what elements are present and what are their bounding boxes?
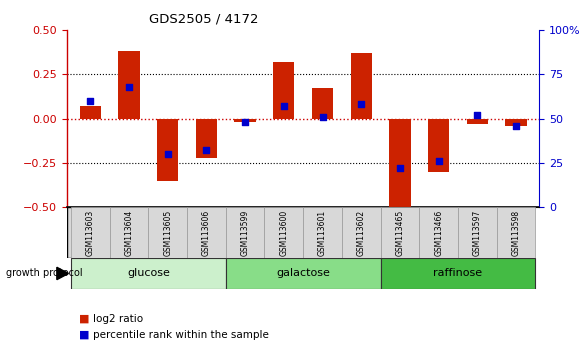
Bar	[389, 119, 410, 211]
Point	[163, 151, 173, 157]
Point	[240, 119, 250, 125]
Bar	[148, 207, 187, 258]
Text: GSM113465: GSM113465	[395, 210, 405, 256]
Point	[124, 84, 134, 90]
Bar	[350, 53, 372, 119]
Bar	[157, 119, 178, 181]
Bar	[234, 119, 256, 122]
Bar	[71, 258, 226, 289]
Bar	[505, 119, 526, 126]
Text: glucose: glucose	[127, 268, 170, 279]
Text: GSM113597: GSM113597	[473, 210, 482, 256]
Point	[395, 165, 405, 171]
Text: GSM113604: GSM113604	[125, 210, 134, 256]
Text: GSM113603: GSM113603	[86, 210, 95, 256]
Bar	[118, 51, 139, 119]
Text: GSM113606: GSM113606	[202, 210, 211, 256]
Bar	[110, 207, 148, 258]
Bar	[196, 119, 217, 158]
Point	[434, 158, 443, 164]
Text: GSM113598: GSM113598	[511, 210, 521, 256]
Text: galactose: galactose	[276, 268, 330, 279]
Bar	[419, 207, 458, 258]
Point	[279, 103, 289, 109]
Bar	[273, 62, 294, 119]
Text: GSM113601: GSM113601	[318, 210, 327, 256]
Bar	[458, 207, 497, 258]
Bar	[312, 88, 333, 119]
Text: percentile rank within the sample: percentile rank within the sample	[93, 330, 269, 339]
Text: GSM113600: GSM113600	[279, 210, 289, 256]
Bar	[381, 207, 419, 258]
Text: growth protocol: growth protocol	[6, 268, 82, 279]
Bar	[71, 207, 110, 258]
Bar	[497, 207, 535, 258]
Text: ■: ■	[79, 314, 89, 324]
Text: raffinose: raffinose	[433, 268, 483, 279]
Point	[86, 98, 95, 104]
Text: GSM113466: GSM113466	[434, 210, 443, 256]
Point	[202, 148, 211, 153]
Bar	[226, 207, 265, 258]
Bar	[342, 207, 381, 258]
Bar	[187, 207, 226, 258]
Point	[511, 123, 521, 129]
Text: GDS2505 / 4172: GDS2505 / 4172	[149, 12, 259, 25]
Bar	[265, 207, 303, 258]
Text: GSM113605: GSM113605	[163, 210, 172, 256]
Text: GSM113602: GSM113602	[357, 210, 366, 256]
Bar	[303, 207, 342, 258]
Point	[357, 102, 366, 107]
Bar	[428, 119, 449, 172]
Text: ■: ■	[79, 330, 89, 339]
Bar	[226, 258, 381, 289]
Bar	[381, 258, 535, 289]
Bar	[80, 106, 101, 119]
Point	[318, 114, 327, 120]
Text: GSM113599: GSM113599	[241, 210, 250, 256]
Bar	[467, 119, 488, 124]
Text: log2 ratio: log2 ratio	[93, 314, 143, 324]
Polygon shape	[57, 267, 69, 280]
Point	[473, 112, 482, 118]
